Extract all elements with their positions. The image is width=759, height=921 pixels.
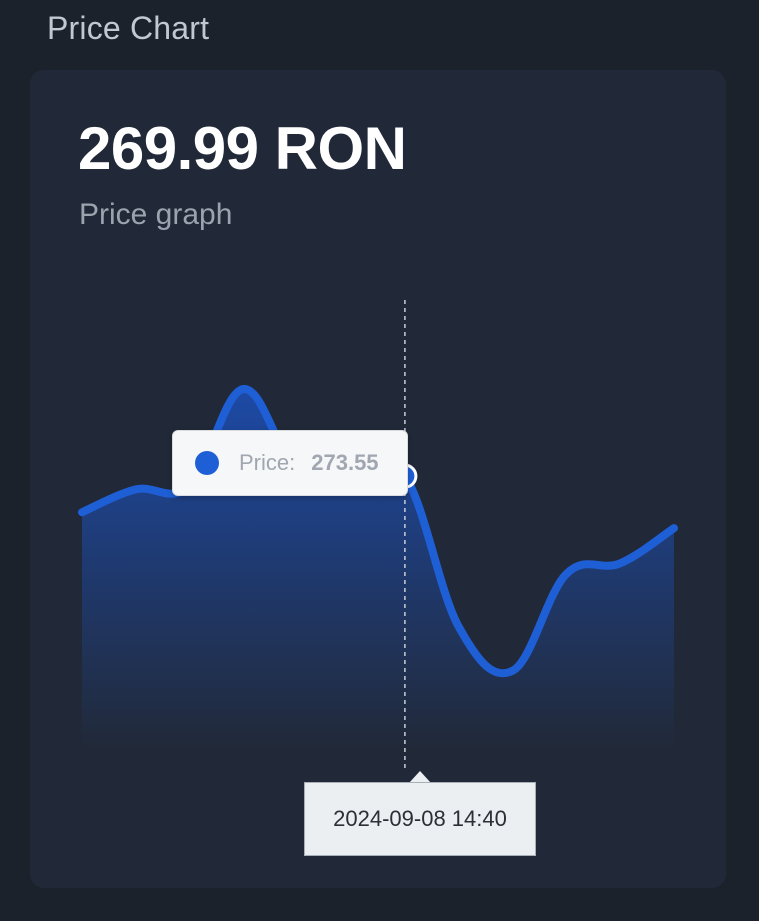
price-tooltip: Price: 273.55 [172, 430, 408, 496]
current-price: 269.99 RON [78, 115, 407, 182]
tooltip-label: Price: [239, 450, 296, 475]
x-tooltip-arrow-icon [409, 771, 431, 783]
price-graph-subtitle: Price graph [79, 198, 233, 231]
tooltip-value: 273.55 [311, 450, 379, 475]
series-dot-icon [195, 451, 219, 475]
time-tooltip: 2024-09-08 14:40 [304, 782, 536, 856]
section-title: Price Chart [47, 10, 210, 46]
